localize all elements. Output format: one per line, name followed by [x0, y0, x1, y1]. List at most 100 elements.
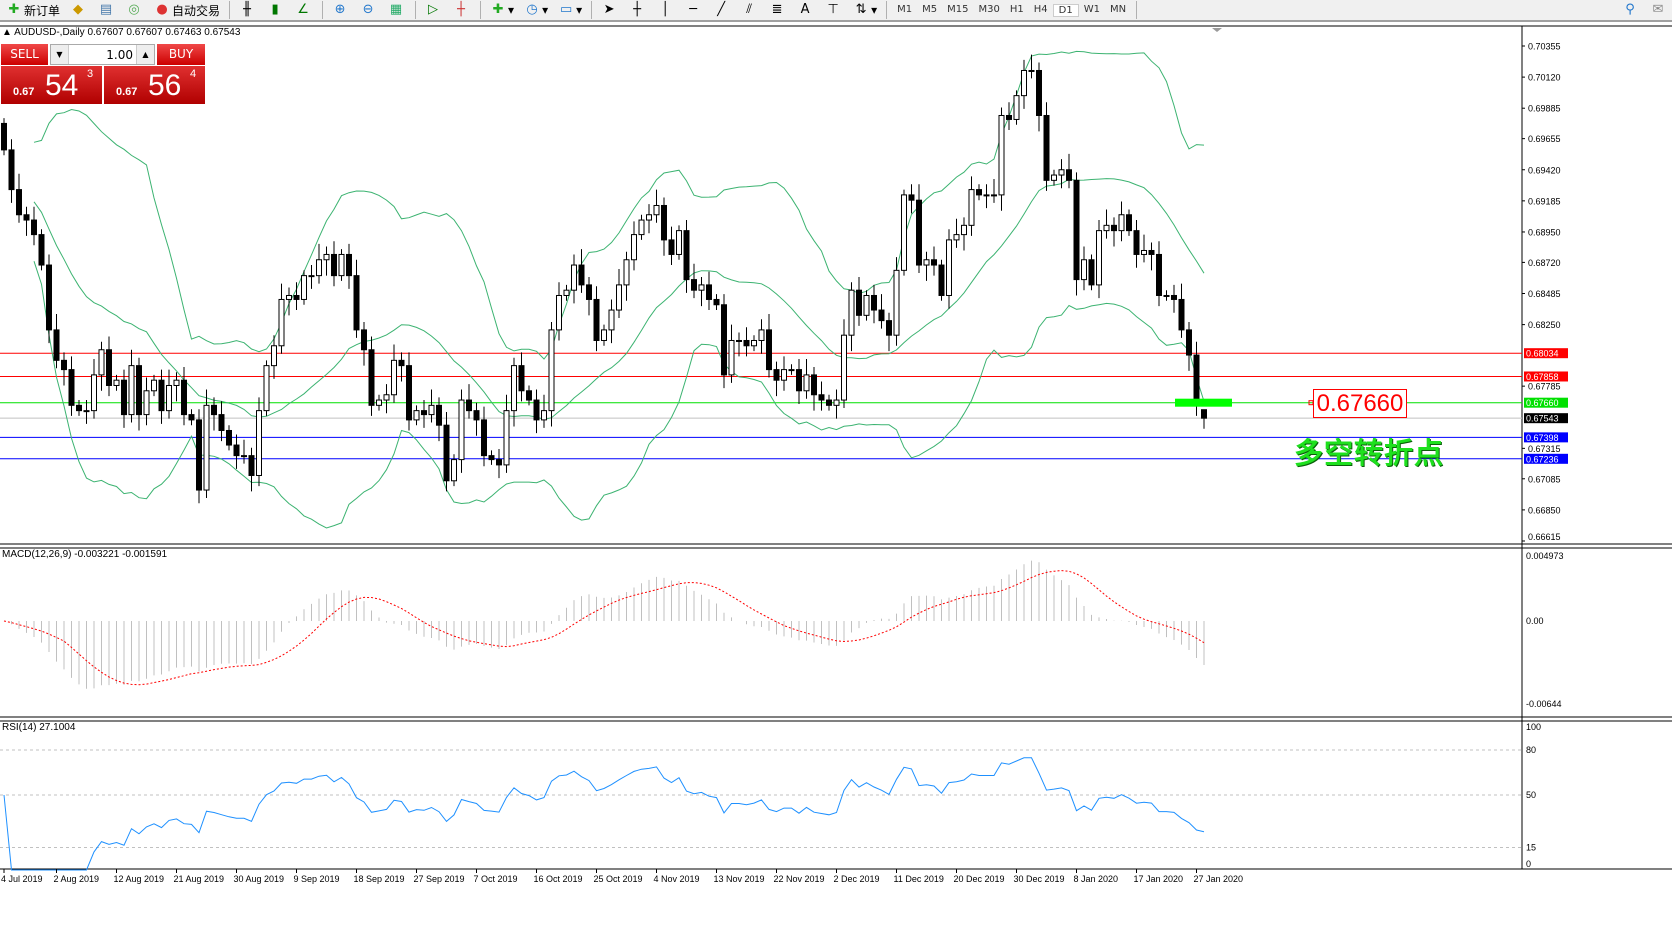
timeframe-mn[interactable]: MN [1109, 3, 1127, 15]
crosshair-button[interactable]: ┼ [625, 0, 651, 20]
bull-candle [841, 334, 847, 401]
sell-price[interactable]: 0.67 54 3 [1, 66, 102, 104]
text-button[interactable]: A [793, 0, 819, 20]
bear-candle [68, 369, 75, 406]
bull-candle [616, 284, 622, 311]
bear-candle [136, 365, 142, 416]
lot-input[interactable]: 1.00 [106, 47, 133, 62]
trendline-button[interactable]: ╱ [709, 0, 735, 20]
bear-candle [773, 369, 780, 381]
x-tick-label: 12 Aug 2019 [114, 874, 165, 884]
bear-candle [1126, 214, 1132, 232]
price-tag-annotation[interactable]: 0.67660 [1313, 389, 1407, 418]
bull-candle [901, 194, 907, 271]
lot-increase-icon[interactable]: ▲ [136, 45, 154, 64]
chat-button[interactable]: ✉ [1646, 0, 1672, 20]
bull-candle [1021, 69, 1027, 97]
x-tick-label: 22 Nov 2019 [774, 874, 825, 884]
trendline-icon: ╱ [717, 2, 726, 17]
timeframe-m5[interactable]: M5 [922, 3, 938, 15]
chart-shift-icon[interactable] [1212, 28, 1222, 32]
bear-candle [473, 410, 480, 421]
bear-candle [526, 390, 532, 401]
bear-candle [743, 339, 750, 347]
bull-candle [458, 399, 465, 461]
lot-stepper[interactable]: ▼ 1.00 ▲ [50, 44, 155, 65]
bear-candle [586, 284, 592, 300]
buy-price[interactable]: 0.67 56 4 [104, 66, 205, 104]
timeframe-h4[interactable]: H4 [1033, 3, 1048, 15]
sell-button[interactable]: SELL [1, 44, 48, 65]
horizontal-line-button[interactable]: ─ [681, 0, 707, 20]
arrows-button[interactable]: ⇅ ▾ [849, 0, 881, 20]
bull-candle [1058, 169, 1065, 176]
x-tick-label: 27 Jan 2020 [1194, 874, 1244, 884]
equidistant-channel-button[interactable]: ⫽ [737, 0, 763, 20]
turning-point-marker[interactable] [1175, 398, 1232, 407]
bar-chart-button[interactable]: ╫ [235, 0, 261, 20]
navigator-icon: ◆ [73, 2, 84, 17]
bar-chart-icon: ╫ [243, 2, 251, 17]
text-label-button[interactable]: ⊤ [821, 0, 847, 20]
bear-candle [871, 294, 877, 311]
x-tick-label: 17 Jan 2020 [1134, 874, 1184, 884]
line-chart-button[interactable]: ∠ [291, 0, 317, 20]
turning-point-annotation[interactable]: 多空转折点 [1294, 436, 1445, 470]
templates-icon: ▭ [559, 2, 573, 17]
candlestick-button[interactable]: ▮ [263, 0, 289, 20]
new-order-button[interactable]: ✚ 新订单 [2, 0, 64, 20]
bear-candle [1171, 294, 1177, 300]
cursor-button[interactable]: ➤ [597, 0, 623, 20]
bull-candle [991, 194, 997, 197]
macd-tick-label: 0.00 [1526, 616, 1544, 626]
zoom-in-button[interactable]: ⊕ [328, 0, 354, 20]
zoom-out-button[interactable]: ⊖ [356, 0, 382, 20]
auto-scroll-button[interactable]: ▷ [421, 0, 447, 20]
bull-candle [788, 369, 795, 372]
buy-button[interactable]: BUY [157, 44, 205, 65]
bull-candle [256, 410, 262, 476]
bull-candle [241, 455, 247, 458]
x-tick-label: 25 Oct 2019 [594, 874, 643, 884]
auto-trading-button[interactable]: ● 自动交易 [150, 0, 224, 20]
signal-icon: ◎ [128, 2, 140, 17]
bear-candle [8, 149, 15, 191]
timeframe-m15[interactable]: M15 [947, 3, 969, 15]
bear-candle [721, 304, 727, 376]
indicators-button[interactable]: ✚ ▾ [486, 0, 518, 20]
equidistant-channel-icon: ⫽ [746, 2, 753, 17]
text-label-icon: ⊤ [827, 2, 839, 17]
bear-candle [661, 204, 667, 241]
vertical-line-button[interactable]: │ [653, 0, 679, 20]
terminal-button[interactable]: ▤ [94, 0, 120, 20]
fibonacci-button[interactable]: ≣ [765, 0, 791, 20]
price-badge [1524, 397, 1568, 408]
bull-candle [638, 219, 645, 236]
collapse-icon[interactable]: ▲ [2, 27, 15, 38]
navigator-button[interactable]: ◆ [66, 0, 92, 20]
x-tick-label: 16 Oct 2019 [534, 874, 583, 884]
timeframe-m30[interactable]: M30 [978, 3, 1000, 15]
rsi-label: RSI(14) 27.1004 [2, 722, 76, 733]
bull-candle [503, 410, 510, 466]
periods-button[interactable]: ◷ ▾ [520, 0, 552, 20]
tile-windows-button[interactable]: ▦ [384, 0, 410, 20]
signals-button[interactable]: ◎ [122, 0, 148, 20]
bear-candle [488, 455, 495, 461]
bull-candle [1051, 174, 1057, 181]
search-button[interactable]: ⚲ [1618, 0, 1644, 20]
zoom-in-icon: ⊕ [334, 2, 346, 17]
timeframe-m1[interactable]: M1 [897, 3, 913, 15]
lot-decrease-icon[interactable]: ▼ [51, 45, 69, 64]
bear-candle [76, 404, 82, 412]
bear-candle [1043, 114, 1050, 181]
timeframe-h1[interactable]: H1 [1009, 3, 1024, 15]
bear-candle [38, 234, 45, 266]
chart-shift-button[interactable]: ┼ [449, 0, 475, 20]
timeframe-w1[interactable]: W1 [1083, 3, 1100, 15]
timeframe-d1[interactable]: D1 [1052, 3, 1079, 17]
chart-canvas[interactable]: 0.680340.678580.676600.675430.673980.672… [0, 24, 1672, 894]
templates-button[interactable]: ▭ ▾ [554, 0, 586, 20]
bull-candle [1163, 294, 1170, 297]
bull-candle [833, 399, 840, 406]
